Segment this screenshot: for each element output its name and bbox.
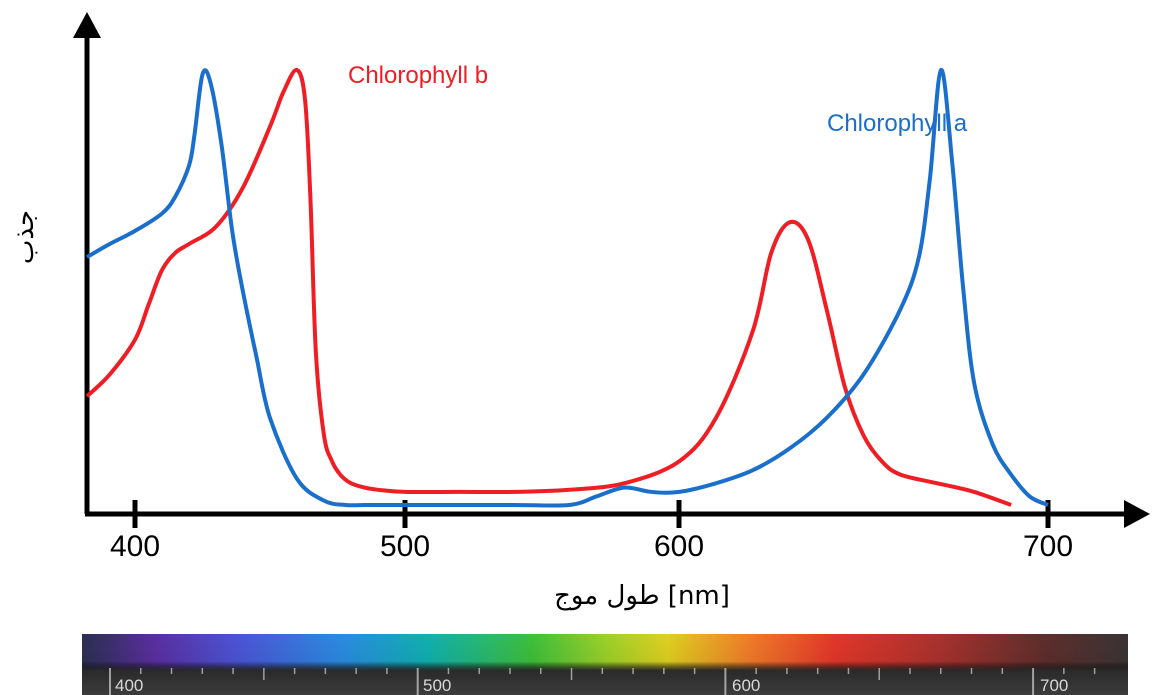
series-layer: [85, 67, 1049, 508]
spectrum-ticks: [109, 668, 1096, 695]
x-axis-ticks: 400 500 600 700: [110, 500, 1073, 563]
spectrum-label-600: 600: [732, 676, 760, 695]
y-axis-arrowhead: [73, 12, 101, 38]
x-axis-arrowhead: [1124, 500, 1150, 528]
visible-spectrum-bar: 400 500 600 700: [82, 634, 1128, 695]
x-tick-label-400: 400: [110, 530, 160, 563]
series-line-chlorophyll-b: [85, 68, 1012, 507]
x-tick-label-700: 700: [1023, 530, 1073, 563]
y-axis-title: جذب: [10, 210, 40, 264]
x-tick-label-500: 500: [380, 530, 430, 563]
series-label-chlorophyll-b: Chlorophyll b: [348, 62, 488, 89]
spectrum-label-400: 400: [115, 676, 143, 695]
spectrum-label-700: 700: [1040, 676, 1068, 695]
series-label-chlorophyll-a: Chlorophyll a: [827, 110, 968, 137]
spectrum-label-500: 500: [423, 676, 451, 695]
spectrum-shade: [82, 634, 1128, 695]
series-line-chlorophyll-a: [85, 67, 1049, 508]
x-axis-title: [nm] طول موج: [554, 581, 730, 611]
x-tick-label-600: 600: [654, 530, 704, 563]
